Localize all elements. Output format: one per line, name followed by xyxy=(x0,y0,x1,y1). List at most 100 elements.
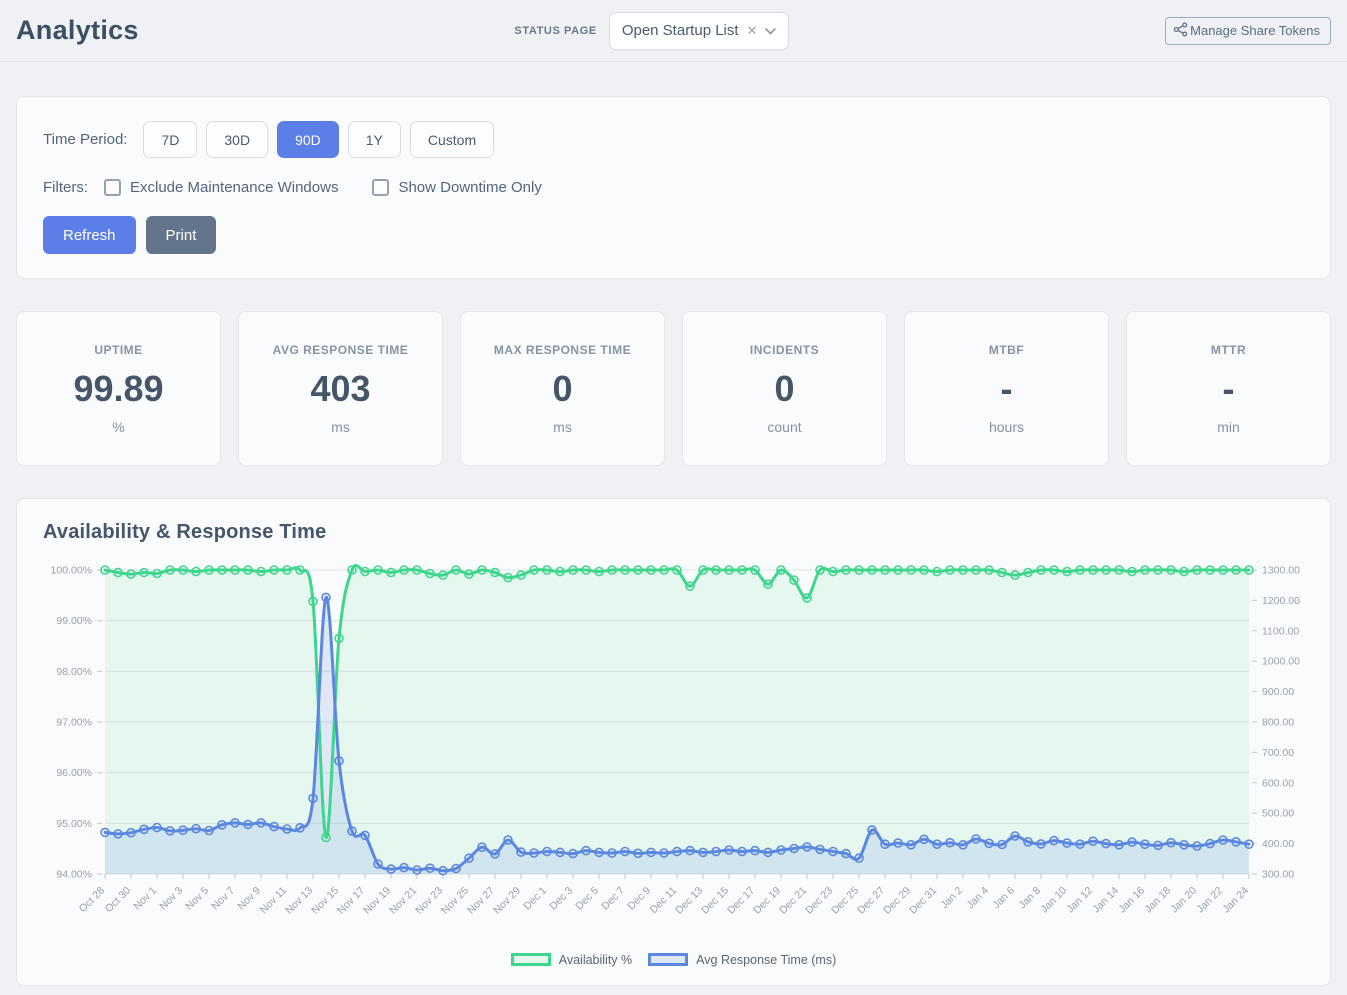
filters-row: Filters: Exclude Maintenance Windows Show… xyxy=(43,179,1304,196)
stat-card-mtbf: MTBF - hours xyxy=(904,311,1109,466)
page-title: Analytics xyxy=(16,15,139,45)
status-page-selector-group: STATUS PAGE Open Startup List ✕ xyxy=(139,11,1165,50)
period-button-1y[interactable]: 1Y xyxy=(347,121,401,158)
stat-label: MTTR xyxy=(1210,343,1247,357)
svg-text:Jan 22: Jan 22 xyxy=(1194,884,1225,915)
status-page-selected-value: Open Startup List xyxy=(621,22,739,39)
stat-unit: ms xyxy=(553,418,572,435)
svg-text:Jan 4: Jan 4 xyxy=(964,884,991,911)
svg-text:Dec 7: Dec 7 xyxy=(599,884,627,912)
top-bar: Analytics STATUS PAGE Open Startup List … xyxy=(0,0,1347,62)
svg-text:700.00: 700.00 xyxy=(1262,746,1294,758)
svg-text:1200.00: 1200.00 xyxy=(1262,594,1300,606)
svg-text:Jan 20: Jan 20 xyxy=(1168,884,1199,915)
svg-text:Nov 5: Nov 5 xyxy=(183,884,211,912)
checkbox-label: Show Downtime Only xyxy=(398,179,542,196)
svg-text:Jan 24: Jan 24 xyxy=(1220,884,1251,915)
legend-item-response-time[interactable]: Avg Response Time (ms) xyxy=(648,953,836,967)
legend-label: Avg Response Time (ms) xyxy=(696,952,837,967)
stat-card-incidents: INCIDENTS 0 count xyxy=(682,311,887,466)
legend-swatch-icon xyxy=(510,953,551,967)
refresh-button[interactable]: Refresh xyxy=(43,216,136,254)
svg-text:Jan 14: Jan 14 xyxy=(1090,884,1121,915)
period-button-90d[interactable]: 90D xyxy=(277,121,339,158)
period-button-7d[interactable]: 7D xyxy=(143,121,198,158)
time-period-row: Time Period: 7D 30D 90D 1Y Custom xyxy=(43,121,1304,158)
svg-text:95.00%: 95.00% xyxy=(56,817,92,829)
legend-label: Availability % xyxy=(558,952,633,967)
time-period-buttons: 7D 30D 90D 1Y Custom xyxy=(143,121,503,158)
stat-value: - xyxy=(1000,368,1013,409)
svg-text:Nov 13: Nov 13 xyxy=(283,884,315,916)
svg-text:900.00: 900.00 xyxy=(1262,686,1294,698)
svg-text:300.00: 300.00 xyxy=(1262,868,1294,880)
svg-text:Nov 3: Nov 3 xyxy=(157,884,185,912)
svg-text:Dec 29: Dec 29 xyxy=(881,884,913,916)
availability-response-chart: 100.00% 99.00% 98.00% 97.00% 96.00% 95.00% 94.… xyxy=(43,554,1304,951)
stat-label: AVG RESPONSE TIME xyxy=(272,343,409,357)
svg-text:Dec 3: Dec 3 xyxy=(547,884,575,912)
share-icon xyxy=(1173,22,1188,40)
stat-card-mttr: MTTR - min xyxy=(1126,311,1331,466)
svg-text:Dec 19: Dec 19 xyxy=(751,884,783,916)
stat-card-max-response-time: MAX RESPONSE TIME 0 ms xyxy=(460,311,665,466)
stats-row: UPTIME 99.89% AVG RESPONSE TIME 403 ms MAX RE… xyxy=(16,311,1331,466)
stat-label: MTBF xyxy=(988,343,1025,357)
manage-share-tokens-button[interactable]: Manage Share Tokens xyxy=(1165,16,1331,45)
stat-unit: hours xyxy=(988,418,1025,435)
svg-text:Dec 27: Dec 27 xyxy=(855,884,887,916)
stat-unit: % xyxy=(112,418,125,435)
svg-text:Nov 1: Nov 1 xyxy=(131,884,159,912)
stat-unit: min xyxy=(1217,418,1240,435)
chart-legend: Availability % Avg Response Time (ms) xyxy=(43,953,1304,967)
stat-card-uptime: UPTIME 99.89% xyxy=(16,311,221,466)
svg-text:1000.00: 1000.00 xyxy=(1262,655,1300,667)
status-page-select[interactable]: Open Startup List ✕ xyxy=(608,11,790,50)
svg-text:800.00: 800.00 xyxy=(1262,716,1294,728)
svg-text:96.00%: 96.00% xyxy=(56,767,92,779)
time-period-label: Time Period: xyxy=(43,131,128,148)
checkbox-icon[interactable] xyxy=(372,179,390,196)
legend-item-availability[interactable]: Availability % xyxy=(510,952,633,967)
chevron-down-icon xyxy=(765,22,777,39)
actions-row: Refresh Print xyxy=(43,216,1304,254)
svg-text:Oct 30: Oct 30 xyxy=(103,884,133,914)
stat-value: 403 xyxy=(310,368,371,409)
chart-title: Availability & Response Time xyxy=(43,520,327,543)
svg-text:Dec 1: Dec 1 xyxy=(521,884,549,912)
clear-selection-icon[interactable]: ✕ xyxy=(746,22,758,38)
svg-text:Dec 23: Dec 23 xyxy=(803,884,835,916)
svg-text:Jan 10: Jan 10 xyxy=(1038,884,1069,915)
stat-unit: count xyxy=(767,418,802,435)
stat-card-avg-response-time: AVG RESPONSE TIME 403 ms xyxy=(238,311,443,466)
svg-text:Jan 2: Jan 2 xyxy=(938,884,965,911)
svg-text:Dec 25: Dec 25 xyxy=(829,884,861,916)
svg-text:Nov 25: Nov 25 xyxy=(439,884,471,916)
svg-text:Jan 12: Jan 12 xyxy=(1064,884,1095,915)
chart-panel: Availability & Response Time 100.00% 99.0… xyxy=(16,497,1331,986)
svg-text:100.00%: 100.00% xyxy=(51,564,92,576)
filters-label: Filters: xyxy=(43,179,88,196)
svg-text:Nov 17: Nov 17 xyxy=(335,884,367,916)
svg-text:400.00: 400.00 xyxy=(1262,838,1294,850)
svg-text:Nov 27: Nov 27 xyxy=(465,884,497,916)
svg-text:Jan 18: Jan 18 xyxy=(1142,884,1173,915)
filter-checkbox-1[interactable]: Show Downtime Only xyxy=(372,179,542,196)
print-button[interactable]: Print xyxy=(145,216,217,254)
svg-text:Nov 21: Nov 21 xyxy=(387,884,419,916)
status-page-label: STATUS PAGE xyxy=(514,24,597,37)
filter-checkbox-0[interactable]: Exclude Maintenance Windows xyxy=(104,179,338,196)
svg-text:Dec 11: Dec 11 xyxy=(648,884,680,916)
svg-text:Nov 7: Nov 7 xyxy=(209,884,237,912)
period-button-30d[interactable]: 30D xyxy=(206,121,269,158)
svg-text:Jan 6: Jan 6 xyxy=(990,884,1017,911)
stat-label: INCIDENTS xyxy=(749,343,820,357)
svg-text:Oct 28: Oct 28 xyxy=(77,884,107,914)
svg-text:Nov 23: Nov 23 xyxy=(413,884,445,916)
period-button-custom[interactable]: Custom xyxy=(409,121,495,158)
controls-panel: Time Period: 7D 30D 90D 1Y Custom Filters: E… xyxy=(16,96,1331,279)
svg-text:97.00%: 97.00% xyxy=(56,716,92,728)
stat-value: 99.89 xyxy=(73,368,164,409)
stat-value: 0 xyxy=(552,368,573,409)
checkbox-icon[interactable] xyxy=(104,179,121,196)
